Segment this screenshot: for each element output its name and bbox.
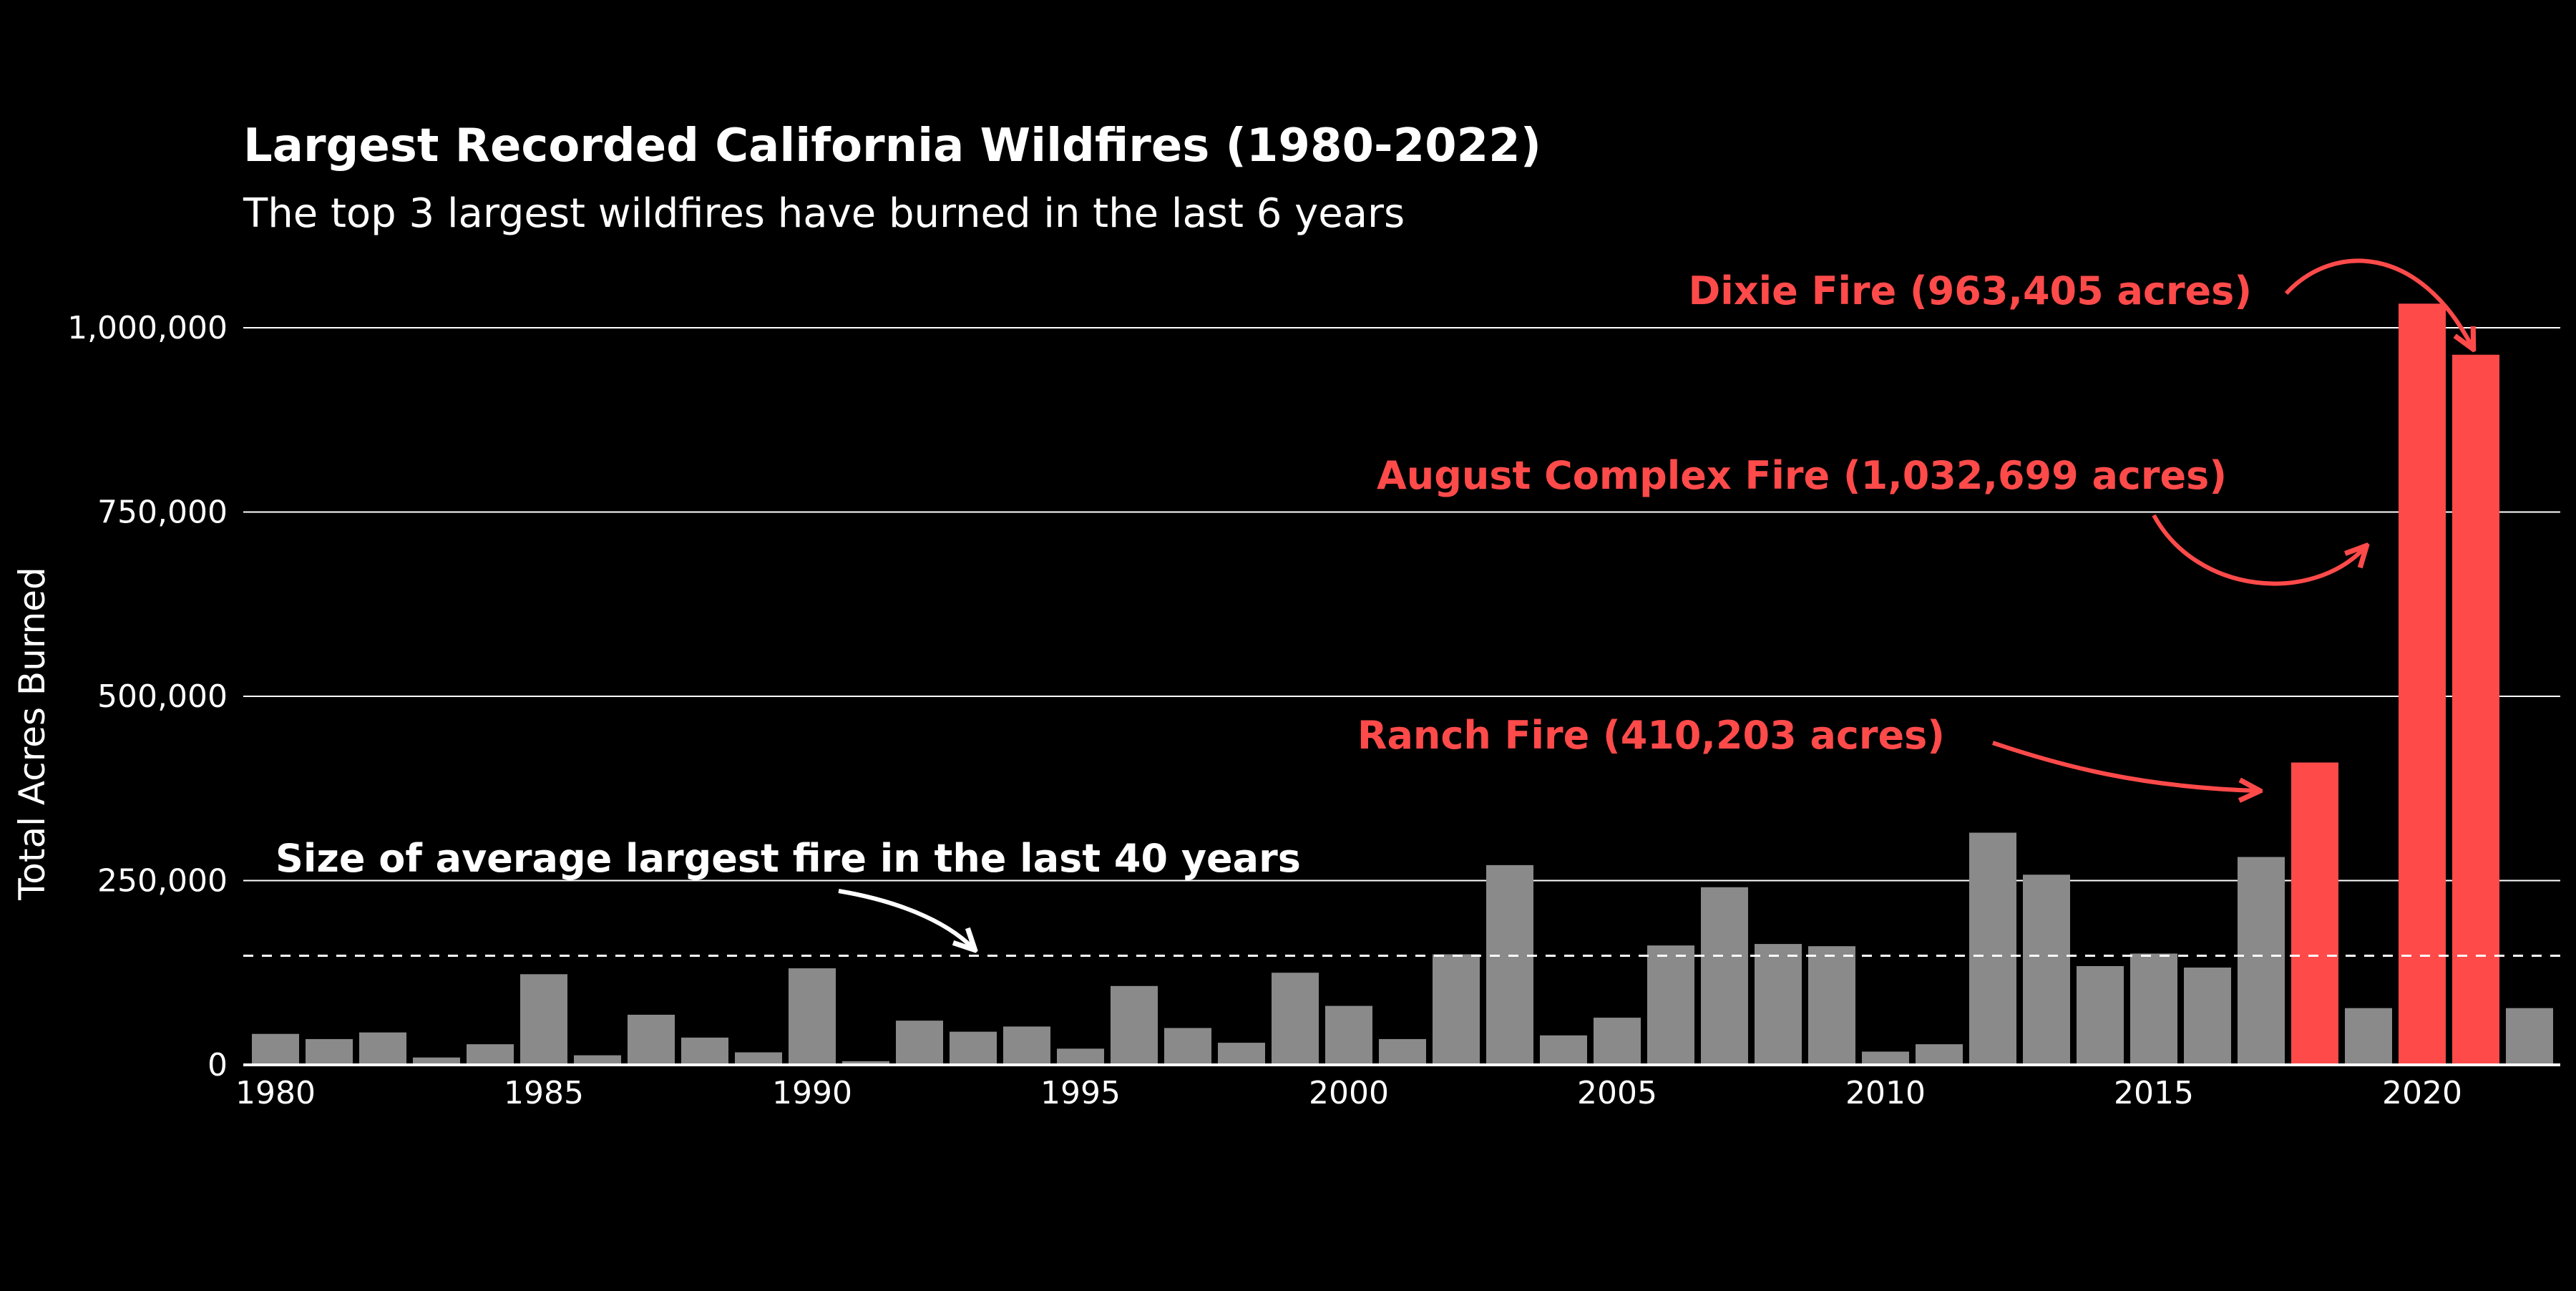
bar-1997 — [1164, 1028, 1211, 1065]
bar-2016 — [2184, 968, 2231, 1065]
bar-1994 — [1003, 1026, 1050, 1065]
dixie-fire-annotation: Dixie Fire (963,405 acres) — [1688, 268, 2252, 313]
bar-2021 — [2452, 354, 2499, 1065]
y-tick-label: 0 — [208, 1047, 228, 1083]
august-complex-fire-annotation: August Complex Fire (1,032,699 acres) — [1377, 453, 2227, 498]
bar-1995 — [1057, 1048, 1104, 1065]
x-tick-labels: 1980 1985 1990 1995 2000 2005 2010 2015 2020 — [235, 1075, 2462, 1111]
bar-1990 — [789, 968, 836, 1065]
bar-1986 — [574, 1055, 621, 1065]
bar-2006 — [1647, 945, 1694, 1065]
bar-1988 — [681, 1037, 728, 1065]
bar-1991 — [842, 1061, 889, 1065]
bar-2005 — [1594, 1018, 1641, 1065]
august-complex-fire-arrow — [2152, 514, 2365, 586]
bar-2003 — [1486, 864, 1533, 1065]
bar-1993 — [950, 1031, 997, 1065]
bar-2001 — [1379, 1038, 1426, 1065]
bar-2012 — [1969, 832, 2016, 1065]
bar-2017 — [2238, 857, 2285, 1065]
bar-1992 — [896, 1020, 943, 1065]
bar-2008 — [1755, 944, 1802, 1065]
x-tick-label: 2010 — [1845, 1075, 1926, 1111]
bar-1980 — [252, 1033, 299, 1065]
bar-1982 — [359, 1032, 406, 1065]
bar-2015 — [2130, 953, 2177, 1065]
x-tick-label: 1990 — [772, 1075, 852, 1111]
bar-1983 — [413, 1057, 460, 1065]
bar-2020 — [2399, 303, 2446, 1065]
bar-2011 — [1916, 1044, 1963, 1065]
x-tick-label: 1985 — [504, 1075, 584, 1111]
bar-1998 — [1218, 1043, 1265, 1065]
y-tick-labels: 0 250,000 500,000 750,000 1,000,000 — [67, 310, 228, 1083]
y-tick-label: 250,000 — [97, 863, 228, 900]
bar-2013 — [2023, 875, 2070, 1065]
bar-1981 — [306, 1038, 353, 1065]
chart-subtitle: The top 3 largest wildfires have burned … — [243, 190, 1405, 237]
average-fire-arrow — [838, 889, 973, 948]
bar-1989 — [735, 1052, 782, 1065]
chart-title: Largest Recorded California Wildfires (1… — [243, 120, 1541, 172]
x-tick-label: 2015 — [2114, 1075, 2194, 1111]
dixie-fire-arrow — [2284, 258, 2472, 347]
x-tick-label: 2000 — [1309, 1075, 1389, 1111]
bar-2002 — [1433, 954, 1480, 1065]
grid-lines — [243, 327, 2560, 882]
y-axis-label: Total Acres Burned — [11, 567, 53, 901]
x-tick-label: 2020 — [2382, 1075, 2462, 1111]
x-tick-label: 1980 — [235, 1075, 316, 1111]
bar-2009 — [1808, 946, 1855, 1065]
bar-2010 — [1862, 1051, 1909, 1065]
bar-2019 — [2345, 1008, 2392, 1065]
x-tick-label: 2005 — [1577, 1075, 1657, 1111]
bar-2007 — [1701, 887, 1748, 1065]
y-tick-label: 1,000,000 — [67, 310, 228, 346]
y-tick-label: 500,000 — [97, 678, 228, 715]
bar-1985 — [520, 974, 567, 1065]
bar-1996 — [1111, 985, 1158, 1065]
bar-1999 — [1272, 973, 1319, 1065]
bar-2018 — [2291, 762, 2338, 1065]
bars — [252, 303, 2553, 1065]
bar-1987 — [628, 1014, 675, 1065]
ranch-fire-annotation: Ranch Fire (410,203 acres) — [1357, 713, 1945, 758]
ranch-fire-arrow — [1992, 741, 2258, 791]
bar-2000 — [1325, 1005, 1372, 1065]
bar-1984 — [467, 1044, 514, 1065]
y-tick-label: 750,000 — [97, 495, 228, 531]
x-tick-label: 1995 — [1040, 1075, 1121, 1111]
bar-2004 — [1540, 1035, 1587, 1065]
bar-2014 — [2077, 965, 2124, 1065]
bar-2022 — [2506, 1008, 2553, 1065]
average-fire-annotation: Size of average largest fire in the last… — [275, 836, 1301, 881]
